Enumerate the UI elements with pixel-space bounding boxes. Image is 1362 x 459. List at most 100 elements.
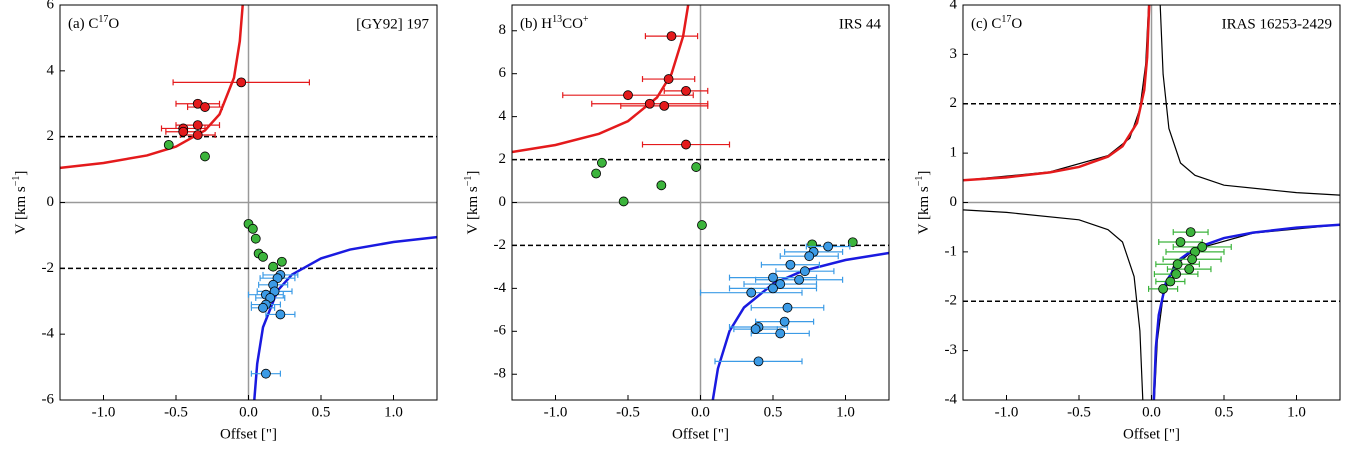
x-axis-label: Offset ["] (672, 426, 729, 442)
y-axis-label: V [km s−1] (463, 171, 482, 235)
panel-label: (c) C17O (971, 14, 1022, 33)
y-axis-label-part: V [km s (465, 186, 481, 234)
x-tick-label: 1.0 (1287, 404, 1306, 420)
x-tick-label: 0.0 (1142, 404, 1161, 420)
point (659, 100, 670, 111)
y-tick-label: 2 (950, 95, 958, 111)
y-axis-label-part: −1 (11, 176, 22, 187)
x-axis-label: Offset ["] (220, 426, 277, 442)
point (276, 256, 287, 267)
x-axis-label: Offset ["] (1123, 426, 1180, 442)
y-tick-label: 4 (499, 108, 507, 124)
y-tick-label: 0 (950, 194, 958, 210)
y-tick-label: -6 (42, 391, 55, 407)
point (192, 130, 203, 140)
point (775, 328, 786, 339)
y-axis-label-part: −1 (463, 176, 474, 187)
y-axis-label: V [km s−1] (11, 171, 30, 235)
point (666, 31, 677, 42)
point (691, 162, 702, 172)
point (823, 241, 833, 252)
point (200, 151, 210, 162)
point (623, 90, 633, 101)
point (775, 279, 786, 289)
point (656, 180, 667, 191)
curve (1152, 223, 1340, 400)
y-tick-label: -2 (42, 260, 55, 276)
point (750, 324, 761, 335)
y-axis-label-part: ] (465, 171, 481, 176)
point (258, 302, 268, 313)
point (236, 77, 247, 88)
x-tick-label: 1.0 (384, 404, 403, 420)
point (178, 126, 189, 137)
panel-label-part: 17 (1001, 14, 1011, 25)
y-tick-label: -3 (945, 342, 958, 358)
point (192, 120, 203, 131)
y-tick-label: 6 (499, 65, 507, 81)
point (847, 237, 858, 248)
point (782, 302, 793, 313)
point (697, 220, 707, 230)
y-tick-label: 0 (47, 194, 55, 210)
panel-label-part: O (108, 16, 119, 32)
point (250, 233, 261, 244)
plot-area (963, 5, 1340, 400)
panel: -1.0 -0.5 0.0 0.5 1.0 -6 -4 -2 0 2 4 6 Offset ["] V [… (11, 0, 438, 442)
point (746, 287, 757, 298)
x-tick-label: 0.5 (1215, 404, 1234, 420)
y-tick-label: -2 (494, 237, 507, 253)
point (804, 251, 815, 262)
point (591, 168, 601, 179)
y-tick-label: -4 (42, 326, 55, 342)
y-axis-label-part: V [km s (13, 186, 29, 234)
x-tick-label: 1.0 (836, 404, 855, 420)
x-tick-label: -0.5 (1067, 404, 1091, 420)
point (644, 98, 655, 109)
x-tick-label: 0.0 (239, 404, 258, 420)
y-axis-label-part: ] (916, 171, 932, 176)
point (779, 316, 790, 327)
point (768, 283, 778, 294)
source-name: IRS 44 (839, 16, 882, 32)
y-tick-label: 0 (499, 194, 507, 210)
panel-label-part: 17 (98, 14, 108, 25)
panel: -1.0 -0.5 0.0 0.5 1.0 -4 -3 -2 -1 0 1 2 3 4 Offset ["]… (914, 0, 1341, 442)
thin-curve (1153, 224, 1340, 400)
point (785, 259, 796, 270)
point (1172, 259, 1183, 270)
point (260, 368, 271, 379)
panel-label-part: CO (562, 16, 583, 32)
point (200, 102, 210, 112)
x-tick-label: -1.0 (995, 404, 1019, 420)
y-tick-label: 8 (499, 22, 507, 38)
curve (512, 5, 690, 154)
point (681, 139, 691, 150)
plot-area (512, 5, 889, 400)
point (1171, 269, 1182, 279)
y-tick-label: 3 (950, 46, 958, 62)
y-tick-label: 4 (950, 0, 958, 12)
panel-label: (b) H13CO+ (520, 14, 589, 33)
panel-label-part: 13 (552, 14, 562, 25)
y-tick-label: 1 (950, 145, 958, 161)
source-name: [GY92] 197 (356, 16, 429, 32)
source-name: IRAS 16253-2429 (1222, 16, 1332, 32)
point (753, 356, 764, 367)
x-tick-label: 0.5 (764, 404, 783, 420)
y-tick-label: -4 (945, 391, 958, 407)
y-tick-label: -8 (494, 366, 507, 382)
x-tick-label: -0.5 (164, 404, 188, 420)
y-tick-label: 2 (47, 128, 55, 144)
y-tick-label: 2 (499, 151, 507, 167)
y-tick-label: -2 (945, 293, 958, 309)
point (1197, 242, 1208, 252)
y-tick-label: 4 (47, 62, 55, 78)
point (768, 272, 778, 283)
y-tick-label: 6 (47, 0, 55, 12)
point (1187, 254, 1197, 265)
point (794, 274, 804, 285)
y-tick-label: -1 (945, 243, 958, 259)
x-tick-label: -0.5 (616, 404, 640, 420)
